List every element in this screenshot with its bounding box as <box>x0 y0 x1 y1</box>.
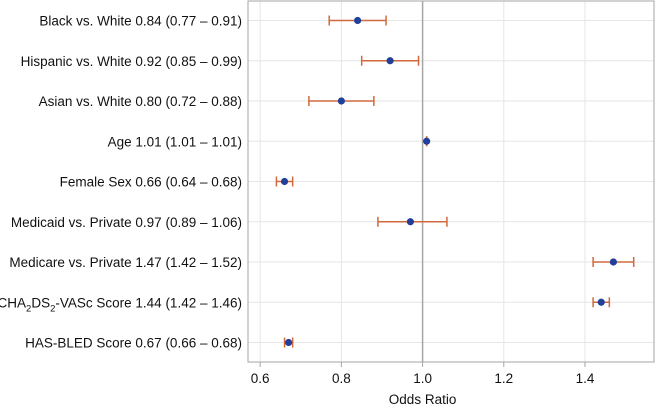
points-layer <box>280 16 618 347</box>
row-label: Female Sex 0.66 (0.64 – 0.68) <box>60 175 242 190</box>
row-label: CHA2DS2-VASc Score 1.44 (1.42 – 1.46) <box>0 295 242 314</box>
odds-ratio-point <box>609 258 618 266</box>
x-tick-label: 0.6 <box>251 371 270 386</box>
grid-layer <box>248 1 654 362</box>
odds-ratio-point <box>423 137 431 145</box>
odds-ratio-point <box>386 57 394 65</box>
row-label: Black vs. White 0.84 (0.77 – 0.91) <box>39 14 242 29</box>
x-tick-label: 1.4 <box>576 371 595 386</box>
x-tick-label: 1.2 <box>494 371 513 386</box>
row-label: Age 1.01 (1.01 – 1.01) <box>108 134 242 149</box>
odds-ratio-point <box>337 97 345 105</box>
row-label: Hispanic vs. White 0.92 (0.85 – 0.99) <box>21 54 242 69</box>
x-axis-label: Odds Ratio <box>389 392 457 407</box>
row-label: Medicare vs. Private 1.47 (1.42 – 1.52) <box>9 255 242 270</box>
row-labels-layer: Black vs. White 0.84 (0.77 – 0.91) Hispan… <box>0 14 242 351</box>
row-label: Medicaid vs. Private 0.97 (0.89 – 1.06) <box>11 215 242 230</box>
odds-ratio-point <box>280 177 289 186</box>
plot-frame <box>247 0 655 363</box>
row-label: Asian vs. White 0.80 (0.72 – 0.88) <box>39 94 242 109</box>
x-tick-label: 0.8 <box>332 371 351 386</box>
odds-ratio-point <box>285 338 293 347</box>
row-label: HAS-BLED Score 0.67 (0.66 – 0.68) <box>25 336 242 351</box>
odds-ratio-point <box>406 218 414 226</box>
odds-ratio-point <box>597 298 605 306</box>
odds-ratio-point <box>354 16 362 25</box>
x-tick-label: 1.0 <box>413 371 432 386</box>
x-axis-ticks: 0.6 0.8 1.0 1.2 1.4 <box>251 362 595 386</box>
